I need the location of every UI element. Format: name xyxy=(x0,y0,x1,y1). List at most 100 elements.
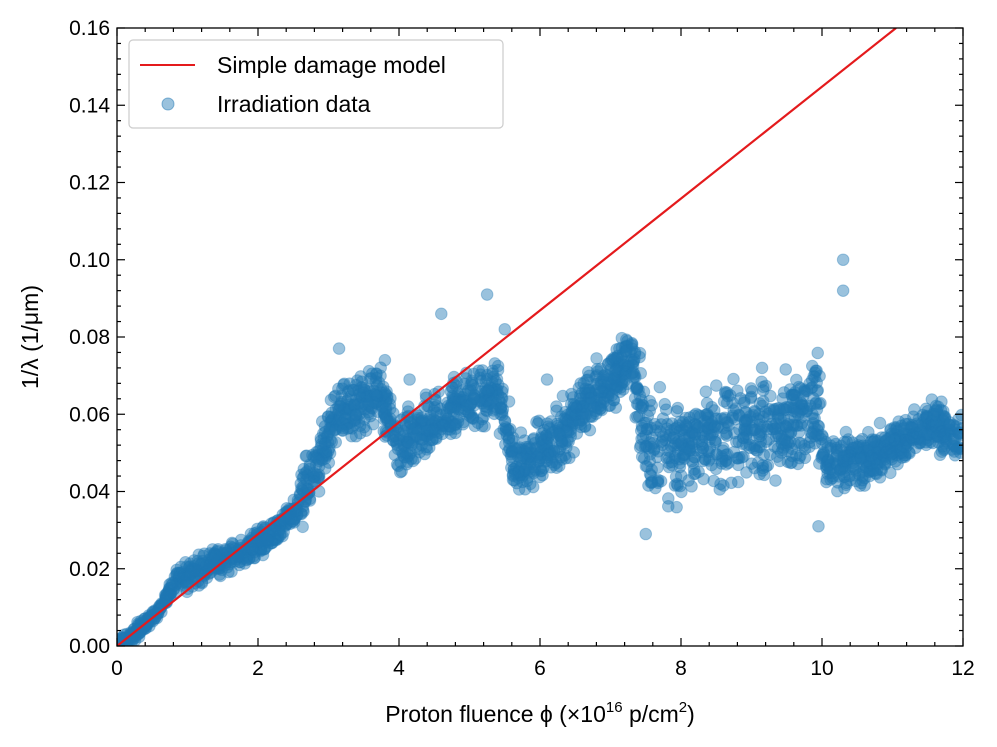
data-point xyxy=(772,401,786,415)
data-point xyxy=(541,448,555,462)
data-point xyxy=(440,406,453,419)
data-point xyxy=(792,380,806,394)
data-point xyxy=(366,402,379,415)
data-point xyxy=(778,433,792,447)
data-point xyxy=(777,402,790,415)
y-tick-label: 0.12 xyxy=(69,172,110,195)
data-point xyxy=(893,430,906,444)
data-point xyxy=(378,389,391,402)
data-point xyxy=(732,409,746,422)
data-point xyxy=(890,421,903,434)
data-point xyxy=(526,480,540,494)
data-point xyxy=(817,447,831,461)
data-point xyxy=(947,418,960,432)
data-point xyxy=(472,364,486,377)
data-point xyxy=(384,392,397,405)
data-point xyxy=(444,401,457,415)
data-point xyxy=(480,368,494,382)
data-point xyxy=(174,567,188,581)
data-point xyxy=(175,579,188,592)
data-point xyxy=(198,562,211,575)
data-point xyxy=(579,390,592,403)
data-point xyxy=(894,433,907,447)
data-point xyxy=(673,479,687,493)
data-point xyxy=(693,410,707,423)
data-point xyxy=(518,444,531,458)
data-point xyxy=(792,425,806,439)
data-point xyxy=(283,517,297,531)
data-point xyxy=(378,408,392,421)
data-point xyxy=(314,434,328,448)
data-point xyxy=(815,437,829,450)
data-point xyxy=(732,408,746,422)
data-point xyxy=(357,420,371,434)
data-point xyxy=(682,415,696,429)
data-point xyxy=(241,550,254,564)
data-point xyxy=(241,538,255,551)
data-point xyxy=(685,480,698,493)
data-point xyxy=(662,492,675,505)
data-point xyxy=(486,388,500,402)
data-point xyxy=(476,364,489,377)
data-point xyxy=(780,421,793,434)
data-point xyxy=(342,402,355,416)
data-point xyxy=(442,419,456,433)
data-point xyxy=(680,441,694,455)
data-point xyxy=(248,542,261,556)
data-point xyxy=(773,403,787,417)
data-point xyxy=(276,529,289,543)
data-point xyxy=(886,439,900,453)
data-point xyxy=(208,550,222,563)
data-point xyxy=(660,451,673,465)
data-point xyxy=(563,410,577,424)
data-point xyxy=(407,415,420,429)
data-point xyxy=(167,583,180,596)
data-point xyxy=(929,399,943,413)
data-point xyxy=(874,449,888,462)
data-point xyxy=(748,405,762,419)
data-point xyxy=(688,428,702,441)
data-point xyxy=(952,412,963,426)
data-point xyxy=(489,375,502,388)
data-point xyxy=(826,471,839,485)
data-point xyxy=(436,418,450,432)
data-point xyxy=(873,455,887,469)
data-point xyxy=(306,448,319,462)
data-point xyxy=(219,555,233,569)
data-point xyxy=(328,423,342,436)
data-point xyxy=(324,423,337,436)
data-point xyxy=(473,371,487,385)
data-point xyxy=(271,531,285,545)
data-point xyxy=(609,379,622,393)
data-point xyxy=(225,536,239,550)
data-point xyxy=(456,383,470,397)
data-point xyxy=(379,412,393,426)
data-point xyxy=(466,412,480,426)
data-point xyxy=(937,418,951,431)
data-point xyxy=(765,417,778,431)
data-point xyxy=(740,413,753,427)
data-point xyxy=(598,386,612,399)
data-point xyxy=(324,393,338,407)
data-point xyxy=(590,369,604,382)
data-point xyxy=(757,468,771,482)
data-point xyxy=(938,433,951,446)
data-point xyxy=(391,424,405,437)
data-point xyxy=(353,390,367,404)
data-point xyxy=(616,383,630,396)
data-point xyxy=(318,452,332,465)
data-point xyxy=(362,407,376,421)
data-point xyxy=(808,420,821,434)
data-point xyxy=(790,393,803,407)
data-point xyxy=(541,447,555,460)
data-point xyxy=(336,423,349,437)
data-point xyxy=(464,378,478,391)
data-point xyxy=(551,419,564,433)
data-point xyxy=(553,429,567,443)
outlier-point xyxy=(639,527,653,541)
data-point xyxy=(556,420,570,433)
data-point xyxy=(822,455,836,468)
data-point xyxy=(593,392,606,406)
data-point xyxy=(839,425,853,439)
data-point xyxy=(502,395,516,408)
